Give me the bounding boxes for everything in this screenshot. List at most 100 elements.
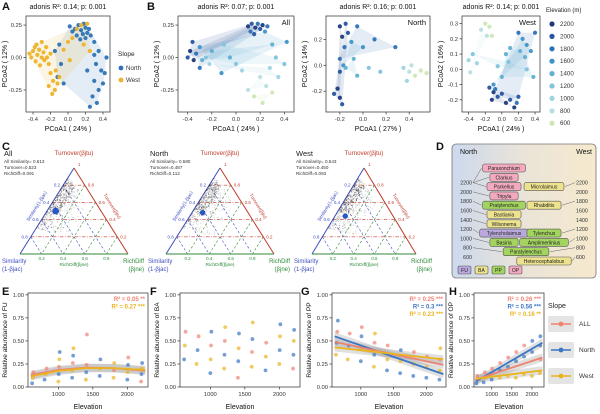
svg-text:600: 600: [463, 255, 472, 261]
svg-text:1: 1: [368, 162, 371, 167]
panel-label-f: F: [150, 286, 157, 298]
svg-text:1800: 1800: [460, 199, 472, 205]
svg-text:RichDiff=0.093: RichDiff=0.093: [296, 171, 327, 176]
svg-text:0.8: 0.8: [168, 234, 175, 239]
svg-text:2000: 2000: [420, 392, 433, 398]
svg-text:All Similarity= 0.613: All Similarity= 0.613: [4, 159, 45, 164]
svg-text:0.4: 0.4: [350, 256, 357, 261]
panel-d-taxa-diagram: North West 2200 2200 2000 2000 1800 1800 1600 160…: [436, 142, 600, 290]
svg-text:PCoA1 ( 24% ): PCoA1 ( 24% ): [478, 126, 525, 133]
svg-text:Similarity: Similarity: [294, 259, 318, 265]
svg-text:0.4: 0.4: [60, 256, 67, 261]
svg-text:R² = 0.26 ***: R² = 0.26 ***: [507, 296, 541, 303]
svg-text:0.8: 0.8: [313, 234, 320, 239]
svg-text:2200: 2200: [460, 181, 472, 187]
panel-e-trend: 1000 1500 2000 0.00 0.25 0.50 0.75 1.00 Elevatio…: [0, 285, 152, 414]
svg-text:2200: 2200: [576, 181, 588, 187]
svg-text:1500: 1500: [505, 392, 518, 398]
svg-text:0.1: 0.1: [450, 52, 458, 58]
svg-text:-0.1: -0.1: [448, 83, 458, 89]
svg-text:(1-βjac): (1-βjac): [2, 267, 22, 273]
svg-text:0.25: 0.25: [11, 23, 22, 29]
svg-text:Slope: Slope: [548, 303, 566, 310]
svg-text:2000: 2000: [525, 392, 538, 398]
svg-text:1.00: 1.00: [317, 293, 328, 299]
svg-text:Elevation: Elevation: [495, 404, 524, 411]
svg-text:Turnover(βjtu): Turnover(βjtu): [103, 193, 123, 220]
svg-text:PCoA1 ( 24% ): PCoA1 ( 24% ): [45, 126, 92, 133]
svg-text:0.2: 0.2: [330, 256, 337, 261]
svg-text:All Similarity= 0.580: All Similarity= 0.580: [150, 159, 191, 164]
svg-text:Elevation: Elevation: [375, 404, 404, 411]
svg-text:0.2: 0.2: [314, 37, 322, 43]
svg-text:PCoA1 ( 27% ): PCoA1 ( 27% ): [355, 126, 402, 133]
svg-text:Parkellus: Parkellus: [494, 185, 515, 191]
svg-text:2200: 2200: [560, 21, 574, 28]
svg-text:Turnover=0.523: Turnover=0.523: [4, 165, 37, 170]
svg-text:600: 600: [560, 120, 571, 127]
svg-text:0.25: 0.25: [459, 362, 470, 368]
svg-text:0.00: 0.00: [165, 385, 176, 391]
svg-text:(βjne): (βjne): [417, 267, 432, 273]
panel-label-e: E: [2, 286, 10, 298]
svg-text:2000: 2000: [560, 33, 574, 40]
svg-text:BA: BA: [478, 268, 485, 274]
svg-text:0.4: 0.4: [109, 217, 116, 222]
svg-text:0.00: 0.00: [317, 385, 328, 391]
svg-text:-0.25: -0.25: [161, 88, 174, 94]
svg-text:800: 800: [463, 246, 472, 252]
svg-text:1200: 1200: [560, 83, 574, 90]
svg-text:Tripyla: Tripyla: [497, 194, 512, 200]
svg-text:-0.2: -0.2: [207, 117, 217, 123]
panel-b3-pcoa: -0.4 -0.2 0.0 0.2 0.4 -0.2 -0.1 0.0 0.1 0.2 0.3 ado…: [436, 0, 546, 145]
svg-text:West: West: [296, 149, 314, 158]
svg-text:Turnover=0.450: Turnover=0.450: [296, 165, 329, 170]
svg-text:1000: 1000: [560, 95, 574, 102]
svg-text:Similarity: Similarity: [2, 259, 26, 265]
svg-text:0.8: 0.8: [22, 234, 29, 239]
svg-text:Basiria: Basiria: [496, 240, 512, 246]
svg-text:1600: 1600: [576, 209, 588, 215]
svg-text:1000: 1000: [485, 392, 498, 398]
svg-text:North: North: [408, 18, 426, 27]
svg-text:0.25: 0.25: [165, 362, 176, 368]
svg-text:PCoA2 ( 12% ): PCoA2 ( 12% ): [154, 41, 161, 88]
svg-text:0.75: 0.75: [317, 316, 328, 322]
svg-text:-0.2: -0.2: [335, 117, 345, 123]
svg-text:Elevation: Elevation: [74, 404, 103, 411]
panel-c-ternary-north: 0.2 0.2 0.2 0.4 0.4 0.4 0.6 0.6 0.6 0.8 0.8 0.8 1 Tur…: [146, 142, 292, 290]
svg-text:PCoA2 ( 16% ): PCoA2 ( 16% ): [438, 41, 445, 88]
svg-text:1000: 1000: [354, 392, 367, 398]
svg-text:Clarkus: Clarkus: [496, 175, 513, 181]
svg-text:(1-βjac): (1-βjac): [294, 267, 314, 273]
svg-text:Turnover(βjtu): Turnover(βjtu): [392, 193, 412, 220]
svg-text:All: All: [4, 149, 13, 158]
panel-label-h: H: [449, 286, 457, 298]
svg-text:0.8: 0.8: [234, 183, 241, 188]
svg-text:Turnover(βjtu): Turnover(βjtu): [201, 150, 240, 157]
svg-text:0.50: 0.50: [317, 339, 328, 345]
svg-text:R² = 0.56 ***: R² = 0.56 ***: [507, 304, 541, 311]
svg-text:0.8: 0.8: [88, 183, 95, 188]
svg-text:1400: 1400: [560, 71, 574, 78]
svg-text:0.4: 0.4: [334, 200, 341, 205]
svg-text:West: West: [126, 77, 140, 84]
svg-text:Slope: Slope: [118, 51, 135, 58]
svg-text:0.2: 0.2: [409, 234, 416, 239]
svg-text:RichDiff(βjne): RichDiff(βjne): [59, 262, 88, 268]
svg-text:Paraxonchium: Paraxonchium: [488, 166, 520, 172]
svg-text:2000: 2000: [460, 190, 472, 196]
panel-b1-pcoa: -0.4 -0.2 0.0 0.2 0.4 -0.25 0.00 0.25 adonis R²:…: [152, 0, 300, 145]
svg-text:Turnover=0.487: Turnover=0.487: [150, 165, 183, 170]
svg-text:0.2: 0.2: [81, 117, 89, 123]
svg-text:Rhabditis: Rhabditis: [534, 203, 555, 209]
svg-text:800: 800: [576, 246, 585, 252]
elevation-legend: Elevation (m) 2200 2000 1800 1600 1400 1200 100…: [546, 4, 600, 141]
svg-text:0.6: 0.6: [82, 256, 89, 261]
svg-text:-0.25: -0.25: [9, 88, 22, 94]
svg-text:All: All: [282, 18, 291, 27]
svg-text:0.4: 0.4: [531, 117, 540, 123]
svg-text:0.75: 0.75: [13, 316, 24, 322]
svg-text:800: 800: [560, 108, 571, 115]
svg-text:0.2: 0.2: [54, 183, 61, 188]
